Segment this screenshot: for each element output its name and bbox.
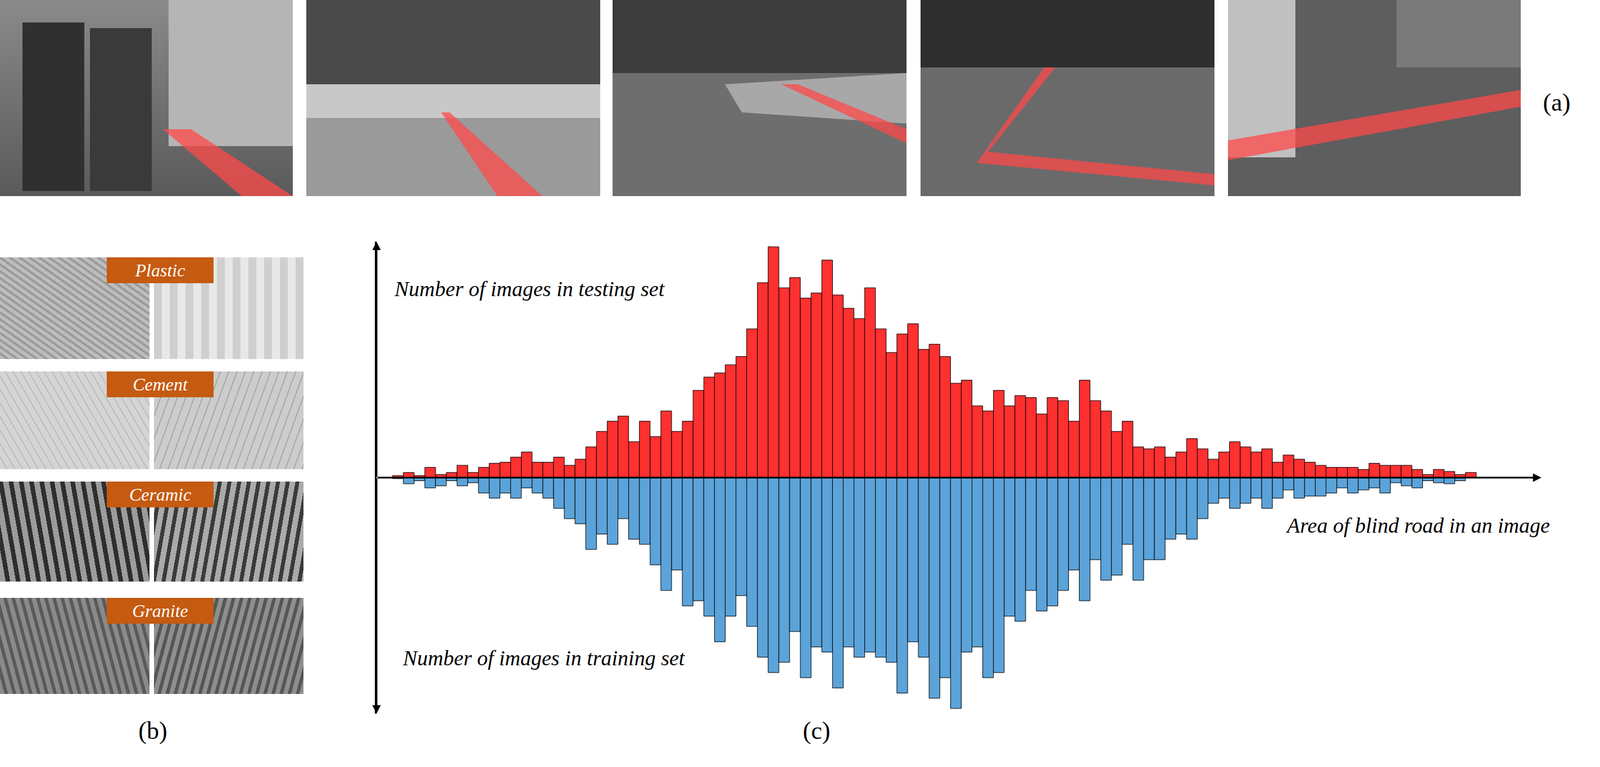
svg-text:Area of blind road in an image: Area of blind road in an image [1285,513,1550,538]
html-text:(c): (c) [802,716,831,745]
svg-text:Number of images in testing se: Number of images in testing set [393,277,666,301]
html-text:(a): (a) [1543,88,1571,117]
html-text:Ceramic: Ceramic [129,484,192,505]
html-text:Cement: Cement [132,374,188,395]
html-text:Granite: Granite [132,600,189,622]
html-text:(b): (b) [138,716,168,745]
svg-text:Number of images in training s: Number of images in training set [402,646,686,670]
html-text:Plastic: Plastic [135,260,186,281]
